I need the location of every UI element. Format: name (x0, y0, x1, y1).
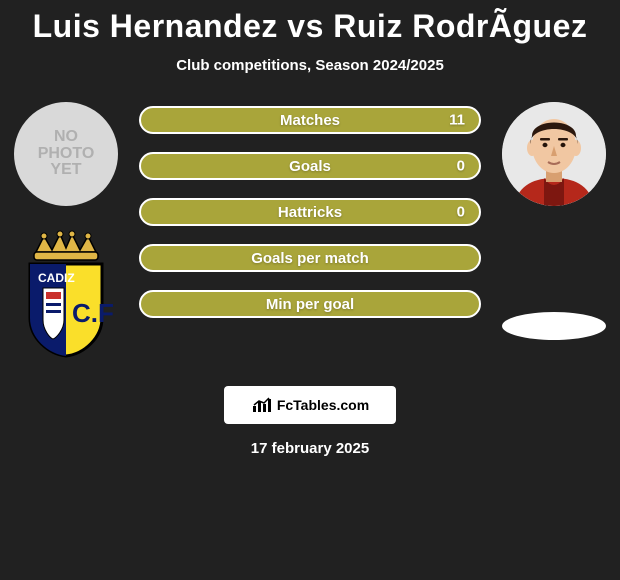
date-label: 17 february 2025 (0, 440, 620, 457)
cadiz-crest-icon: CADIZ C.F (16, 230, 116, 358)
stat-bar-min-per-goal: Min per goal (139, 290, 481, 318)
stat-value: 11 (449, 112, 465, 129)
stat-label: Goals per match (251, 250, 369, 267)
stat-bar-goals-per-match: Goals per match (139, 244, 481, 272)
chart-icon (251, 396, 273, 414)
player2-face-icon (502, 102, 606, 206)
player2-photo (502, 102, 606, 206)
stat-value: 0 (457, 158, 465, 175)
svg-text:C.F: C.F (72, 298, 114, 328)
player1-column: NOPHOTOYET (11, 102, 121, 358)
stat-bars: Matches 11 Goals 0 Hattricks 0 Goals per… (139, 106, 481, 318)
stat-label: Matches (280, 112, 340, 129)
main-area: NOPHOTOYET (0, 102, 620, 358)
stat-label: Min per goal (266, 296, 354, 313)
attribution-box: FcTables.com (224, 386, 396, 424)
no-photo-label: NOPHOTOYET (38, 129, 95, 179)
player1-photo-placeholder: NOPHOTOYET (14, 102, 118, 206)
attribution-text: FcTables.com (277, 397, 369, 413)
stat-label: Hattricks (278, 204, 342, 221)
stat-bar-matches: Matches 11 (139, 106, 481, 134)
comparison-card: Luis Hernandez vs Ruiz RodrÃguez Club co… (0, 0, 620, 457)
player2-column (499, 102, 609, 340)
svg-text:CADIZ: CADIZ (38, 271, 75, 285)
player2-club-placeholder (502, 312, 606, 340)
stat-bar-goals: Goals 0 (139, 152, 481, 180)
stat-value: 0 (457, 204, 465, 221)
page-title: Luis Hernandez vs Ruiz RodrÃguez (0, 8, 620, 45)
stat-label: Goals (289, 158, 331, 175)
stat-bar-hattricks: Hattricks 0 (139, 198, 481, 226)
player1-club-crest: CADIZ C.F (16, 230, 116, 358)
page-subtitle: Club competitions, Season 2024/2025 (0, 57, 620, 74)
